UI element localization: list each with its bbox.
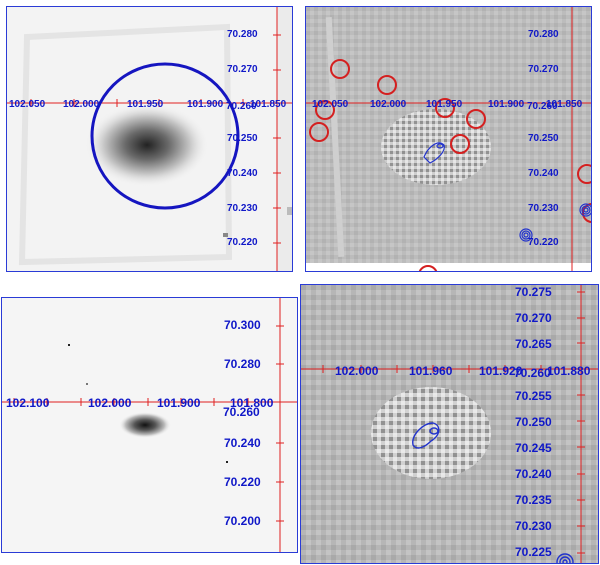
ra-label: 101.920: [479, 364, 523, 378]
ra-label: 101.850: [546, 99, 583, 110]
image-panel-bottom-left[interactable]: 102.100 102.000 101.900 101.800 70.300 7…: [1, 297, 298, 553]
dec-label: 70.260: [514, 366, 551, 380]
dec-label: 70.270: [515, 311, 552, 325]
dec-label: 70.250: [528, 133, 559, 144]
dec-label: 70.280: [528, 29, 559, 40]
overlay-layer: [7, 7, 292, 271]
image-panel-bottom-right[interactable]: 102.000 101.960 101.920 101.880 70.275 7…: [300, 284, 599, 564]
ra-label: 102.050: [9, 99, 46, 110]
image-canvas: [301, 285, 598, 563]
dec-label: 70.240: [224, 436, 261, 450]
dec-label: 70.255: [515, 389, 552, 403]
dec-label: 70.265: [515, 337, 552, 351]
dec-label: 70.270: [227, 64, 258, 75]
tick-marks: [30, 34, 281, 244]
image-panel-top-right[interactable]: 102.050 102.000 101.950 101.900 101.850 …: [305, 6, 592, 272]
dec-label: 70.260: [527, 101, 558, 112]
ra-label: 101.900: [157, 396, 201, 410]
overlay-layer: [306, 7, 591, 271]
ra-label: 101.850: [250, 99, 287, 110]
dec-label: 70.280: [227, 29, 258, 40]
dec-label: 70.240: [515, 467, 552, 481]
image-canvas: [2, 298, 297, 552]
overlay-layer: [301, 285, 598, 563]
dec-label: 70.270: [528, 64, 559, 75]
tick-marks: [13, 325, 284, 522]
overlay-layer: [2, 298, 297, 552]
ra-label: 101.880: [547, 364, 591, 378]
ra-label: 101.800: [230, 396, 274, 410]
galaxy-blob: [119, 412, 171, 438]
ra-label: 102.100: [6, 396, 50, 410]
dec-label: 70.230: [515, 519, 552, 533]
dec-label: 70.260: [226, 101, 257, 112]
image-canvas: [306, 7, 591, 271]
dec-label: 70.200: [224, 514, 261, 528]
dec-label: 70.235: [515, 493, 552, 507]
galaxy-blob: [85, 103, 209, 187]
ra-label: 101.950: [127, 99, 164, 110]
image-canvas: [7, 7, 292, 271]
dec-label: 70.240: [227, 168, 258, 179]
dec-label: 70.260: [223, 405, 260, 419]
contours: [423, 142, 591, 242]
ra-label: 101.950: [426, 99, 463, 110]
ra-label: 102.050: [312, 99, 349, 110]
dec-label: 70.300: [224, 318, 261, 332]
dec-label: 70.250: [515, 415, 552, 429]
dec-label: 70.275: [515, 285, 552, 299]
dec-label: 70.245: [515, 441, 552, 455]
dec-label: 70.250: [227, 133, 258, 144]
ra-label: 101.900: [488, 99, 525, 110]
ra-label: 101.900: [187, 99, 224, 110]
dec-label: 70.220: [224, 475, 261, 489]
ra-label: 101.960: [409, 364, 453, 378]
dec-label: 70.230: [528, 203, 559, 214]
tick-marks: [322, 291, 585, 554]
ra-label: 102.000: [88, 396, 132, 410]
image-panel-top-left[interactable]: 102.050 102.000 101.950 101.900 101.850 …: [6, 6, 293, 272]
aperture-circle: [90, 62, 240, 210]
ra-label: 102.000: [335, 364, 379, 378]
dec-label: 70.220: [528, 237, 559, 248]
dec-label: 70.280: [224, 357, 261, 371]
ra-label: 102.000: [63, 99, 100, 110]
ra-label: 102.000: [370, 99, 407, 110]
dec-label: 70.230: [227, 203, 258, 214]
dec-label: 70.225: [515, 545, 552, 559]
dec-label: 70.240: [528, 168, 559, 179]
contours: [412, 422, 574, 563]
dec-label: 70.220: [227, 237, 258, 248]
